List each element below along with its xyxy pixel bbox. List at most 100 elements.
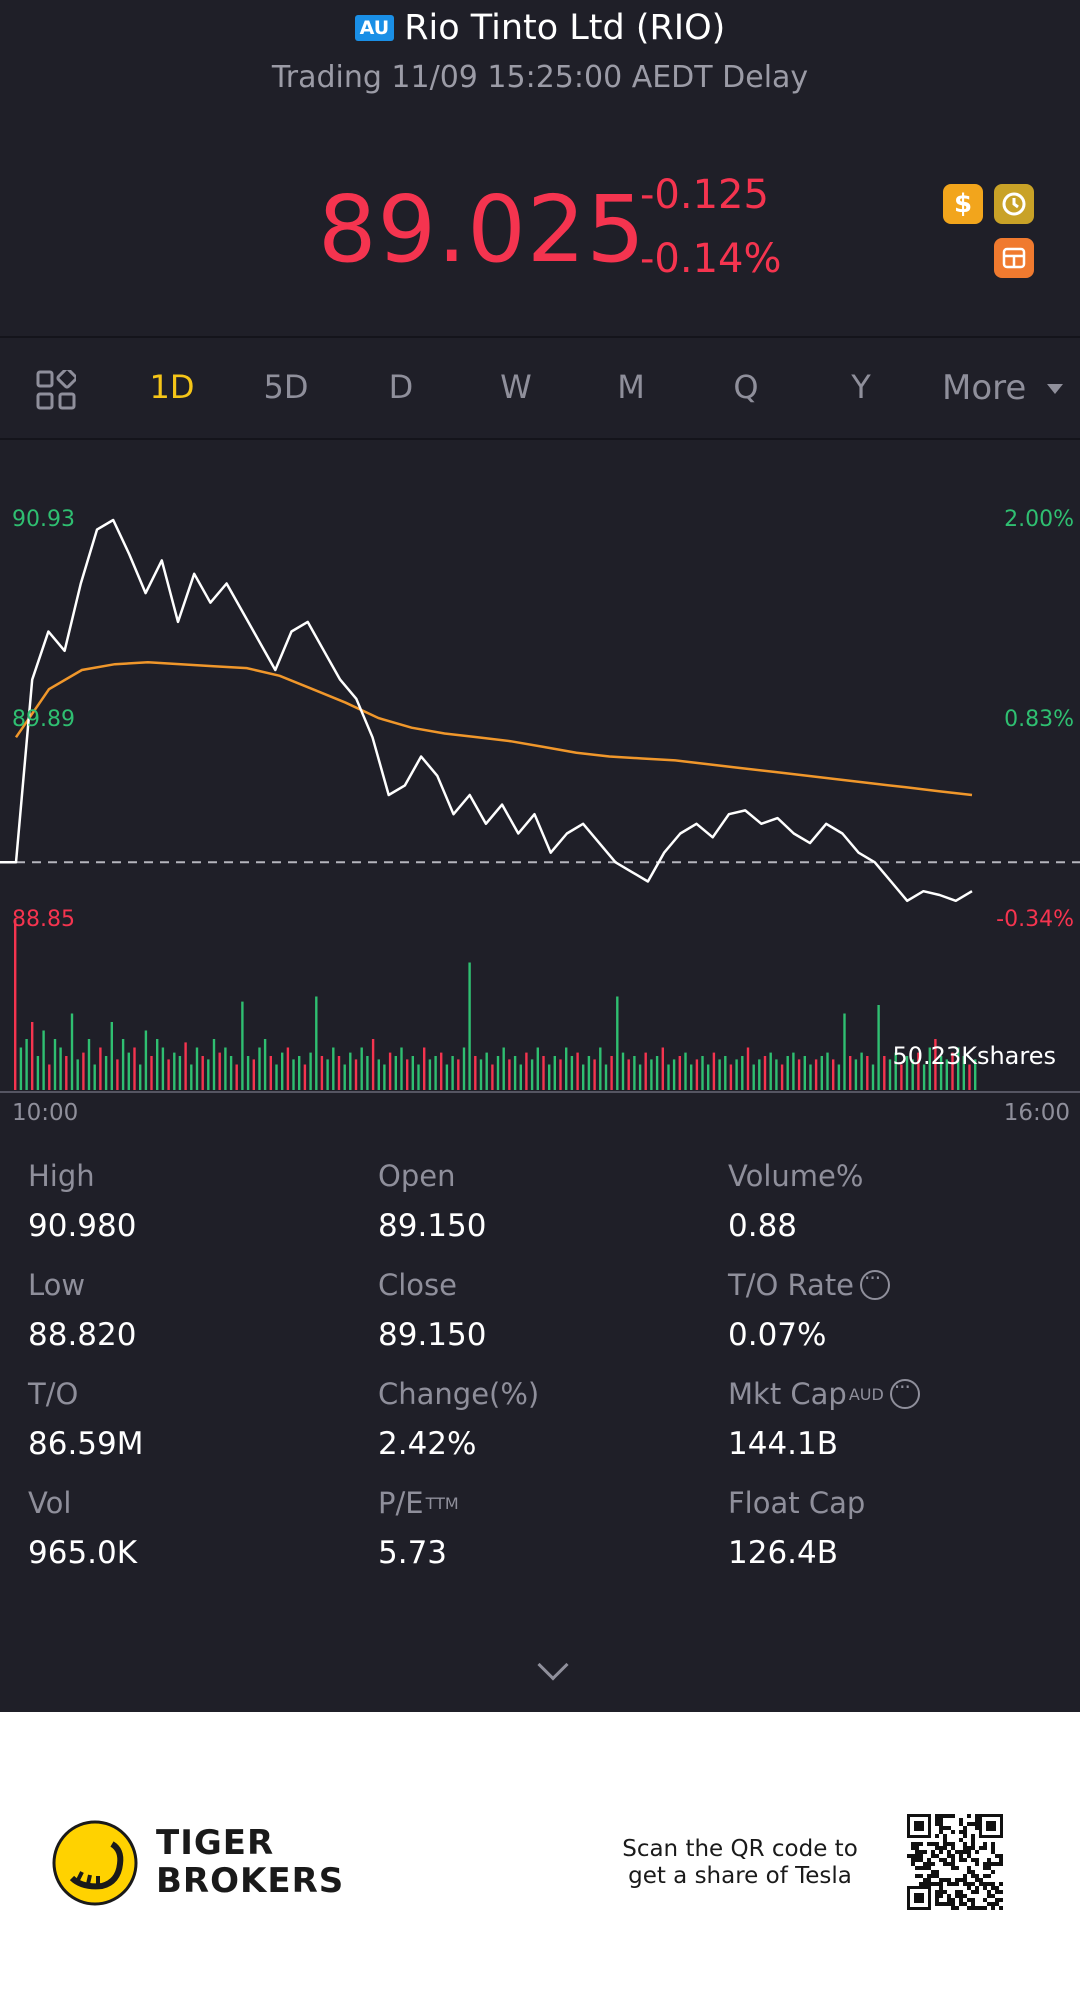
volume-bar	[406, 1059, 409, 1090]
volume-bar	[951, 1052, 954, 1090]
qr-module	[911, 1862, 915, 1866]
brand-name: TIGER BROKERS	[156, 1824, 344, 1900]
qr-code-icon[interactable]	[905, 1812, 1005, 1912]
qr-module	[987, 1894, 991, 1898]
volume-bar	[87, 1039, 91, 1090]
qr-module	[979, 1846, 983, 1850]
volume-bar	[849, 1056, 852, 1090]
stat-value: 89.150	[378, 1208, 487, 1244]
intraday-chart[interactable]: 90.93 89.89 88.85 2.00% 0.83% -0.34% 50.23Ksha…	[0, 440, 1080, 1130]
qr-module	[947, 1842, 951, 1846]
volume-bar	[491, 1064, 494, 1090]
stat-low: Low 88.820	[28, 1267, 358, 1353]
qr-module	[963, 1894, 967, 1898]
stat-value: 90.980	[28, 1208, 137, 1244]
tab-1d[interactable]: 1D	[149, 368, 195, 406]
volume-bar	[661, 1047, 664, 1090]
qr-module	[939, 1894, 943, 1898]
stat-label: Float Cap	[728, 1485, 1058, 1521]
volume-bar	[729, 1064, 733, 1090]
tab-y[interactable]: Y	[851, 368, 871, 406]
volume-bar	[99, 1047, 102, 1090]
qr-module	[995, 1902, 999, 1906]
volume-bar	[599, 1047, 602, 1090]
volume-bar	[616, 996, 619, 1090]
tab-m[interactable]: M	[617, 368, 645, 406]
volume-bar	[224, 1047, 227, 1090]
volume-bar	[275, 1064, 278, 1090]
volume-bar	[116, 1059, 119, 1090]
qr-module	[983, 1866, 987, 1870]
chevron-down-icon[interactable]	[1047, 384, 1063, 394]
price-line	[0, 518, 973, 903]
trade-icon[interactable]	[994, 238, 1034, 278]
qr-module	[967, 1846, 971, 1850]
qr-module	[983, 1862, 987, 1866]
qr-module	[935, 1842, 939, 1846]
qr-module	[991, 1906, 995, 1910]
volume-bar	[553, 1056, 556, 1090]
volume-bar	[479, 1059, 483, 1090]
stat-label: Volume%	[728, 1158, 1058, 1194]
qr-module	[923, 1862, 927, 1866]
history-icon[interactable]	[994, 184, 1034, 224]
volume-bar	[610, 1056, 613, 1090]
tab-5d[interactable]: 5D	[263, 368, 309, 406]
qr-module	[935, 1854, 939, 1858]
layout-grid-icon[interactable]	[36, 370, 76, 410]
price-change-percent: -0.14%	[640, 236, 782, 282]
more-periods-button[interactable]: More	[942, 368, 1027, 408]
qr-module	[963, 1834, 967, 1838]
more-info-icon[interactable]	[889, 1375, 920, 1409]
stat-label-text: Low	[28, 1268, 86, 1302]
more-info-icon[interactable]	[860, 1266, 891, 1300]
stat-close: Close 89.150	[378, 1267, 708, 1353]
qr-module	[931, 1850, 935, 1854]
qr-module	[987, 1890, 991, 1894]
stat-label: High	[28, 1158, 358, 1194]
volume-bar	[36, 1056, 40, 1090]
qr-module	[999, 1858, 1003, 1862]
volume-bar	[644, 1052, 647, 1090]
qr-module	[967, 1886, 971, 1890]
qr-module	[971, 1902, 975, 1906]
stat-label: Open	[378, 1158, 708, 1194]
volume-bar	[201, 1056, 204, 1090]
tab-d[interactable]: D	[388, 368, 414, 406]
qr-module	[975, 1818, 979, 1822]
qr-module	[959, 1858, 963, 1862]
volume-bar	[667, 1064, 670, 1090]
qr-module	[991, 1870, 995, 1874]
stat-label-text: Change(%)	[378, 1377, 540, 1411]
qr-module	[991, 1894, 995, 1898]
qr-module	[947, 1826, 951, 1830]
tab-w[interactable]: W	[500, 368, 532, 406]
dollar-icon[interactable]: $	[943, 184, 983, 224]
volume-bar	[474, 1056, 477, 1090]
x-axis-start-label: 10:00	[12, 1100, 78, 1126]
qr-module	[963, 1830, 967, 1834]
qr-module	[927, 1842, 931, 1846]
qr-module	[991, 1902, 995, 1906]
volume-bar	[718, 1059, 721, 1090]
qr-module	[975, 1878, 979, 1882]
qr-module	[971, 1838, 975, 1842]
qr-module	[963, 1850, 967, 1854]
qr-module	[999, 1906, 1003, 1910]
qr-module	[951, 1866, 955, 1870]
volume-bar	[343, 1064, 346, 1090]
stock-title[interactable]: Rio Tinto Ltd (RIO)	[404, 8, 726, 48]
last-price: 89.025	[318, 176, 646, 283]
right-axis-tick: 0.83%	[1004, 707, 1074, 732]
brand-line: TIGER	[156, 1823, 275, 1863]
volume-bar	[576, 1052, 579, 1090]
volume-bar	[445, 1064, 449, 1090]
qr-module	[951, 1906, 955, 1910]
left-axis-tick: 90.93	[12, 507, 75, 532]
expand-chevron-icon[interactable]	[537, 1649, 569, 1681]
qr-module	[986, 1821, 996, 1831]
volume-bar	[371, 1039, 375, 1090]
tab-q[interactable]: Q	[733, 368, 759, 406]
volume-bar	[519, 1064, 522, 1090]
